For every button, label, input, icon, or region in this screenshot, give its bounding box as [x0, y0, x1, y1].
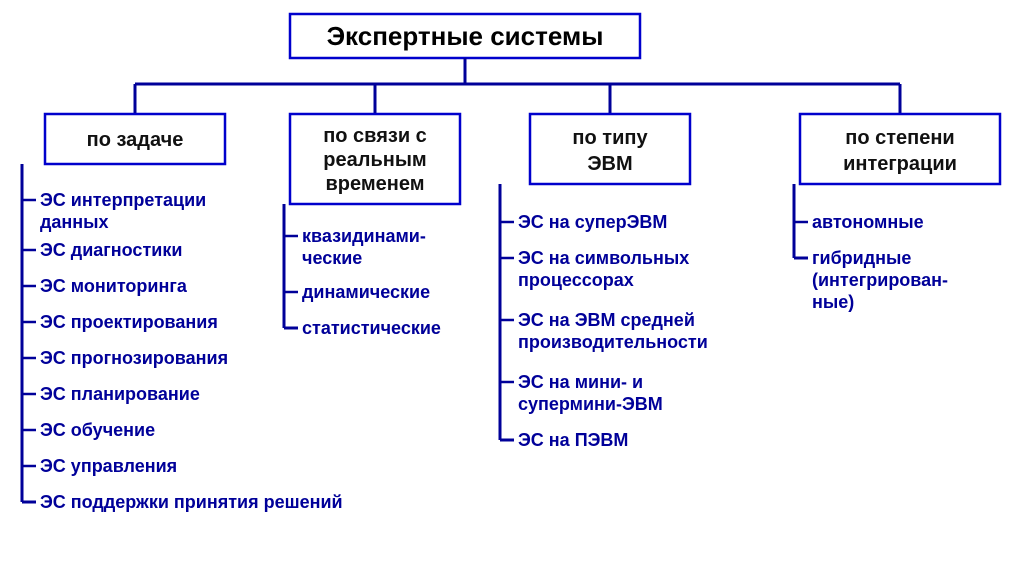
item-by-task-3-line-0: ЭС проектирования — [40, 312, 218, 332]
category-label-by-integration-line-0: по степени — [845, 127, 954, 149]
item-by-integration-0-line-0: автономные — [812, 212, 924, 232]
item-by-task-7-line-0: ЭС управления — [40, 456, 177, 476]
category-label-by-evm-line-0: по типу — [572, 127, 648, 149]
item-by-realtime-0-line-0: квазидинами- — [302, 226, 426, 246]
title-text: Экспертные системы — [327, 21, 604, 51]
item-by-realtime-0-line-1: ческие — [302, 248, 362, 268]
category-label-by-realtime-line-2: временем — [325, 173, 424, 195]
item-by-evm-2-line-0: ЭС на ЭВМ средней — [518, 310, 695, 330]
category-label-by-realtime-line-0: по связи с — [323, 125, 427, 147]
item-by-evm-2-line-1: производительности — [518, 332, 708, 352]
item-by-task-0-line-1: данных — [40, 212, 109, 232]
item-by-evm-1-line-1: процессорах — [518, 270, 634, 290]
item-by-evm-0-line-0: ЭС на суперЭВМ — [518, 212, 667, 232]
item-by-task-1-line-0: ЭС диагностики — [40, 240, 182, 260]
item-by-integration-1-line-1: (интегрирован- — [812, 270, 948, 290]
item-by-evm-1-line-0: ЭС на символьных — [518, 248, 689, 268]
expert-systems-diagram: Экспертные системы по задаче ЭС интерпрета… — [0, 0, 1024, 574]
item-by-realtime-2-line-0: статистические — [302, 318, 441, 338]
item-by-task-2-line-0: ЭС мониторинга — [40, 276, 188, 296]
item-by-task-8-line-0: ЭС поддержки принятия решений — [40, 492, 343, 512]
category-label-by-realtime-line-1: реальным — [323, 149, 426, 171]
item-by-realtime-1-line-0: динамические — [302, 282, 430, 302]
item-by-task-0-line-0: ЭС интерпретации — [40, 190, 206, 210]
item-by-evm-3-line-1: супермини-ЭВМ — [518, 394, 663, 414]
category-label-by-evm-line-1: ЭВМ — [587, 153, 632, 175]
item-by-task-5-line-0: ЭС планирование — [40, 384, 200, 404]
item-by-integration-1-line-2: ные) — [812, 292, 854, 312]
item-by-integration-1-line-0: гибридные — [812, 248, 911, 268]
item-by-evm-3-line-0: ЭС на мини- и — [518, 372, 643, 392]
item-by-evm-4-line-0: ЭС на ПЭВМ — [518, 430, 628, 450]
item-by-task-4-line-0: ЭС прогнозирования — [40, 348, 228, 368]
category-label-by-task-line-0: по задаче — [87, 129, 184, 151]
category-label-by-integration-line-1: интеграции — [843, 153, 957, 175]
item-by-task-6-line-0: ЭС обучение — [40, 420, 155, 440]
